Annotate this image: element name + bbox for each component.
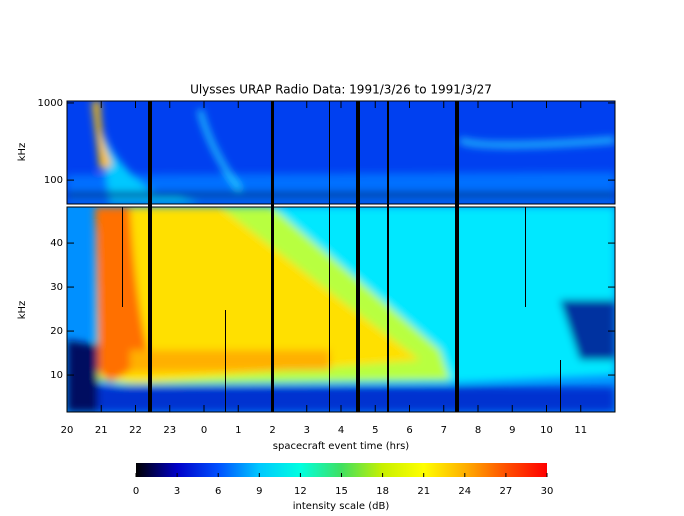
colorbar-tick-label: 6 xyxy=(215,486,221,497)
x-tick-label: 22 xyxy=(129,425,142,436)
data-gaps xyxy=(122,101,561,412)
y-tick-label: 10 xyxy=(50,370,63,381)
colorbar-tick-label: 27 xyxy=(500,486,513,497)
colorbar-tick-label: 18 xyxy=(376,486,389,497)
colorbar-tick-label: 15 xyxy=(335,486,348,497)
x-axis-label: spacecraft event time (hrs) xyxy=(273,441,410,452)
colorbar-tick-label: 24 xyxy=(458,486,471,497)
x-tick-label: 21 xyxy=(95,425,108,436)
colorbar-label: intensity scale (dB) xyxy=(293,501,390,512)
y-axis-label: kHz xyxy=(17,301,28,320)
x-tick-label: 6 xyxy=(406,425,412,436)
x-tick-label: 5 xyxy=(372,425,378,436)
y-axis-label: kHz xyxy=(17,143,28,162)
x-tick-label: 10 xyxy=(540,425,553,436)
top-spectrogram xyxy=(67,101,615,204)
colorbar-tick-label: 0 xyxy=(133,486,139,497)
x-tick-label: 1 xyxy=(235,425,241,436)
x-tick-label: 11 xyxy=(574,425,587,436)
colorbar xyxy=(136,463,547,477)
x-tick-label: 20 xyxy=(61,425,74,436)
y-tick-label: 40 xyxy=(50,238,63,249)
colorbar-tick-label: 30 xyxy=(541,486,554,497)
y-tick-label: 30 xyxy=(50,282,63,293)
colorbar-tick-label: 21 xyxy=(417,486,430,497)
y-tick-label: 20 xyxy=(50,326,63,337)
x-tick-label: 3 xyxy=(304,425,310,436)
chart-title: Ulysses URAP Radio Data: 1991/3/26 to 19… xyxy=(190,83,492,97)
colorbar-tick-label: 9 xyxy=(256,486,262,497)
x-tick-label: 4 xyxy=(338,425,344,436)
x-tick-label: 9 xyxy=(509,425,515,436)
colorbar-tick-label: 12 xyxy=(294,486,307,497)
y-tick-label: 100 xyxy=(44,175,63,186)
x-tick-label: 8 xyxy=(475,425,481,436)
y-tick-label: 1000 xyxy=(38,98,63,109)
x-tick-label: 2 xyxy=(269,425,275,436)
x-tick-label: 23 xyxy=(163,425,176,436)
x-tick-label: 0 xyxy=(201,425,207,436)
x-tick-label: 7 xyxy=(441,425,447,436)
colorbar-tick-label: 3 xyxy=(174,486,180,497)
